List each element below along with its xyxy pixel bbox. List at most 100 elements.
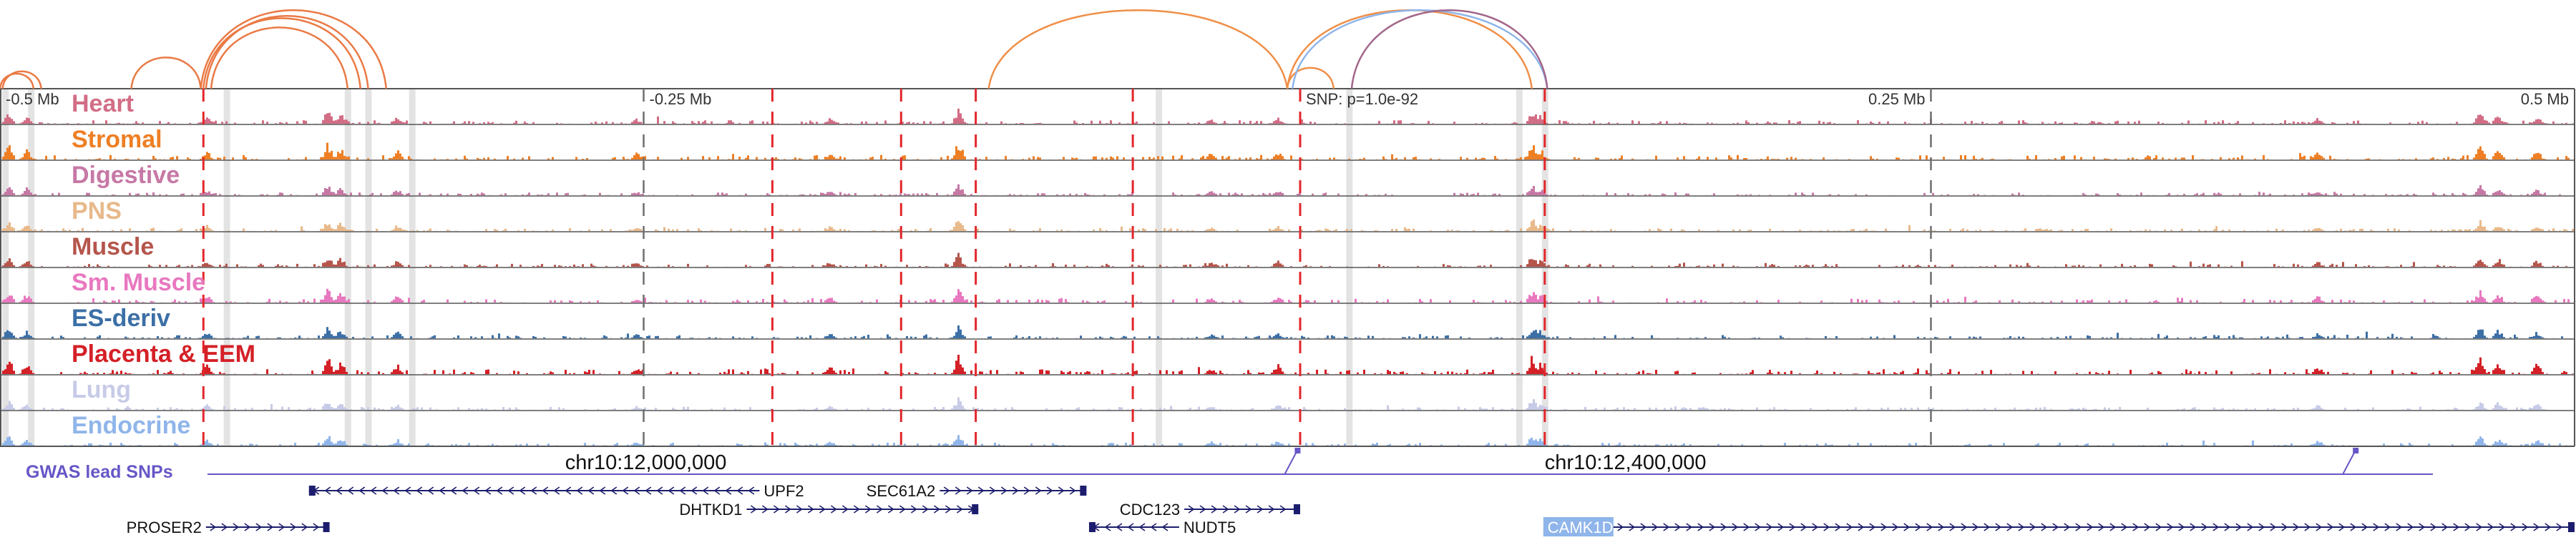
- gwas-track-label: GWAS lead SNPs: [26, 462, 173, 482]
- strand-chevron: [1617, 523, 1624, 531]
- strand-chevron: [2373, 523, 2380, 531]
- strand-chevron: [645, 486, 652, 495]
- strand-chevron: [1652, 523, 1659, 531]
- strand-chevron: [2545, 523, 2552, 531]
- strand-chevron: [668, 486, 675, 495]
- strand-chevron: [1058, 486, 1065, 495]
- strand-chevron: [1777, 523, 1785, 531]
- strand-chevron: [1949, 523, 1956, 531]
- strand-chevron: [2258, 523, 2265, 531]
- strand-chevron: [899, 505, 906, 514]
- strand-chevron: [290, 523, 297, 531]
- gene-sec61a2: SEC61A2: [867, 482, 1087, 500]
- strand-chevron: [267, 523, 274, 531]
- loop-arc-7: [987, 9, 1289, 89]
- strand-chevron: [1138, 523, 1146, 531]
- strand-chevron: [473, 486, 480, 495]
- strand-chevron: [1915, 523, 1922, 531]
- strand-chevron: [587, 486, 595, 495]
- strand-chevron: [1150, 523, 1157, 531]
- strand-chevron: [530, 486, 537, 495]
- strand-chevron: [416, 486, 423, 495]
- strand-chevron: [1046, 486, 1053, 495]
- gene-label: DHTKD1: [679, 501, 742, 519]
- strand-chevron: [1995, 523, 2002, 531]
- strand-chevron: [1268, 505, 1275, 514]
- strand-chevron: [1938, 523, 1945, 531]
- strand-chevron: [1629, 523, 1636, 531]
- strand-chevron: [2190, 523, 2197, 531]
- strand-chevron: [691, 486, 698, 495]
- strand-chevron: [2018, 523, 2025, 531]
- strand-chevron: [2052, 523, 2059, 531]
- strand-chevron: [633, 486, 640, 495]
- signal-track-9: [0, 435, 2576, 446]
- gene-proser2: PROSER2: [127, 519, 330, 536]
- strand-chevron: [1640, 523, 1647, 531]
- track-label-2: Digestive: [72, 162, 180, 189]
- strand-chevron: [1835, 523, 1842, 531]
- strand-chevron: [773, 505, 780, 514]
- gene-exon: [1080, 486, 1087, 496]
- loop-arc-2: [130, 57, 202, 89]
- strand-chevron: [1104, 523, 1111, 531]
- strand-chevron: [244, 523, 251, 531]
- strand-chevron: [2316, 523, 2323, 531]
- strand-chevron: [1984, 523, 1991, 531]
- strand-chevron: [2522, 523, 2529, 531]
- axis-tick-label-2: 0.25 Mb: [1868, 90, 1926, 108]
- strand-chevron: [2464, 523, 2472, 531]
- loop-arc-10: [1291, 9, 1548, 89]
- strand-chevron: [1812, 523, 1819, 531]
- axis-tick-label-0: -0.5 Mb: [6, 90, 59, 108]
- strand-chevron: [1972, 523, 1979, 531]
- strand-chevron: [1199, 505, 1206, 514]
- strand-chevron: [427, 486, 434, 495]
- strand-chevron: [1823, 523, 1830, 531]
- strand-chevron: [1000, 486, 1008, 495]
- strand-chevron: [2487, 523, 2494, 531]
- signal-track-0: [0, 108, 2576, 124]
- strand-chevron: [313, 523, 320, 531]
- signal-track-7: [0, 355, 2576, 374]
- strand-chevron: [2384, 523, 2391, 531]
- strand-chevron: [1116, 523, 1123, 531]
- strand-chevron: [2109, 523, 2117, 531]
- strand-chevron: [1211, 505, 1218, 514]
- strand-chevron: [565, 486, 572, 495]
- loop-arc-4: [202, 17, 361, 89]
- strand-chevron: [210, 523, 217, 531]
- strand-chevron: [1800, 523, 1807, 531]
- strand-chevron: [656, 486, 663, 495]
- strand-chevron: [336, 486, 343, 495]
- gwas-snp-marker-1: [2353, 448, 2359, 453]
- strand-chevron: [1686, 523, 1693, 531]
- strand-chevron: [2441, 523, 2449, 531]
- gene-exon: [1088, 522, 1096, 532]
- signal-track-8: [0, 397, 2576, 410]
- strand-chevron: [2006, 523, 2014, 531]
- loop-arc-3: [200, 9, 387, 89]
- strand-chevron: [1892, 523, 1899, 531]
- strand-chevron: [748, 486, 755, 495]
- strand-chevron: [2419, 523, 2426, 531]
- strand-chevron: [679, 486, 686, 495]
- gene-exon: [1293, 504, 1300, 514]
- track-label-3: PNS: [72, 197, 122, 225]
- gene-upf2: UPF2: [308, 482, 804, 500]
- strand-chevron: [2224, 523, 2231, 531]
- strand-chevron: [761, 505, 769, 514]
- strand-chevron: [713, 486, 721, 495]
- strand-chevron: [2361, 523, 2368, 531]
- strand-chevron: [1926, 523, 1933, 531]
- gene-label: PROSER2: [127, 519, 202, 536]
- coordinate-label-0: chr10:12,000,000: [565, 451, 727, 474]
- strand-chevron: [2178, 523, 2185, 531]
- strand-chevron: [784, 505, 791, 514]
- strand-chevron: [450, 486, 457, 495]
- strand-chevron: [1012, 486, 1019, 495]
- strand-chevron: [221, 523, 228, 531]
- strand-chevron: [830, 505, 837, 514]
- loop-arc-1: [1, 70, 42, 89]
